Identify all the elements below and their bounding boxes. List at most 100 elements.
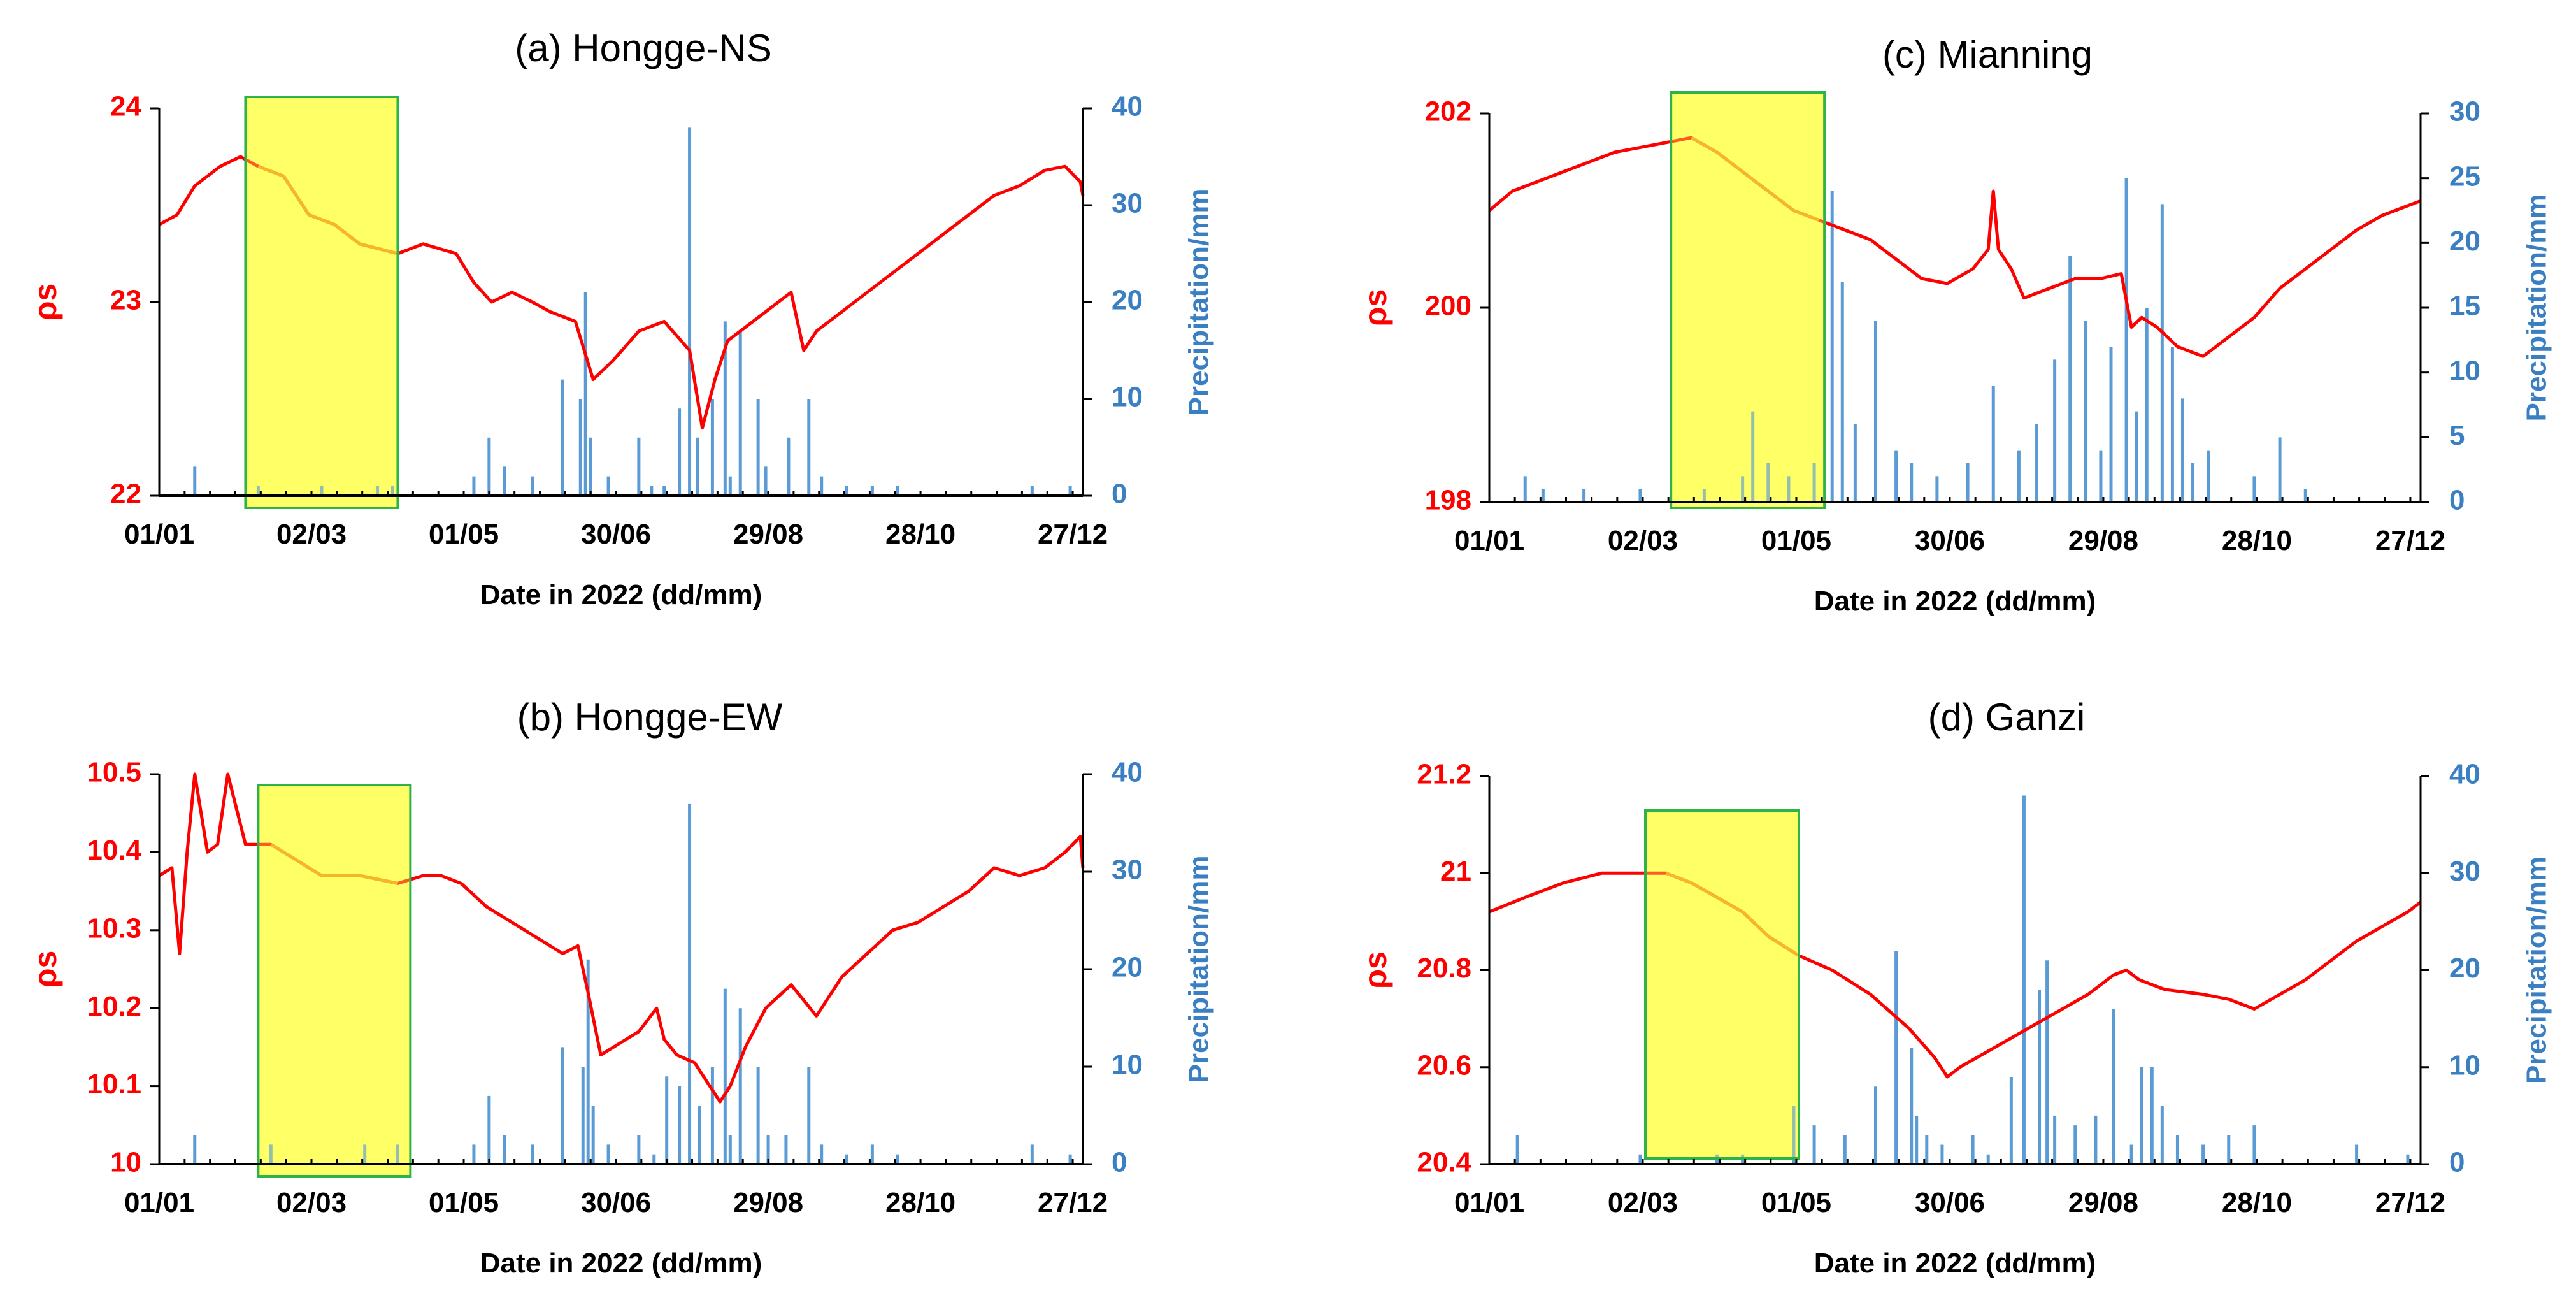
x-tick-label: 01/01 [124, 519, 194, 550]
right-y-tick-label: 40 [1112, 757, 1143, 788]
x-tick-label: 28/10 [885, 519, 955, 550]
left-y-tick-label: 10 [110, 1147, 141, 1178]
x-axis-label: Date in 2022 (dd/mm) [1814, 1248, 2096, 1279]
x-tick-label: 01/05 [429, 519, 499, 550]
highlight-region [258, 785, 411, 1176]
x-tick-label: 01/01 [1454, 525, 1524, 556]
left-y-tick-label: 21.2 [1417, 759, 1471, 790]
chart-panel-a: (a) Hongge-NS 01/01 02/03 01/05 30/06 29/08 28… [27, 27, 1214, 610]
x-tick-label: 28/10 [2222, 525, 2292, 556]
resistivity-line-highlighted [257, 164, 399, 256]
highlight-region [1645, 811, 1799, 1158]
x-tick-label: 28/10 [885, 1187, 955, 1218]
highlight-region [245, 97, 398, 508]
left-y-tick-label: 21 [1440, 856, 1471, 887]
highlight-box [244, 96, 399, 509]
right-y-tick-label: 15 [2449, 291, 2480, 322]
left-y-tick-label: 202 [1425, 96, 1471, 127]
right-y-tick-label: 30 [1112, 188, 1143, 219]
x-tick-label: 30/06 [581, 519, 651, 550]
left-y-tick-label: 200 [1425, 291, 1471, 322]
chart-panel-c: (c) Mianning 01/01 02/03 01/05 30/06 29/08 28/… [1357, 33, 2552, 617]
x-tick-label: 30/06 [1915, 1187, 1985, 1218]
left-y-tick-label: 24 [110, 91, 141, 122]
right-y-tick-label: 10 [1112, 382, 1143, 413]
right-y-tick-label: 30 [2449, 856, 2480, 887]
right-y-tick-label: 25 [2449, 161, 2480, 192]
right-y-tick-label: 10 [2449, 1049, 2480, 1081]
left-y-axis-label: ρs [27, 951, 63, 988]
resistivity-line [158, 772, 1085, 1104]
right-y-tick-label: 20 [2449, 953, 2480, 984]
left-y-tick-label: 10.1 [87, 1069, 141, 1100]
x-tick-label: 27/12 [1038, 519, 1108, 550]
right-y-axis-label: Precipitation/mm [1184, 189, 1215, 416]
left-y-tick-label: 20.4 [1417, 1147, 1471, 1178]
x-tick-label: 02/03 [1608, 525, 1678, 556]
left-y-tick-label: 10.5 [87, 757, 141, 788]
left-y-axis-label: ρs [27, 284, 63, 321]
chart-panel-d: (d) Ganzi 01/01 02/03 01/05 30/06 29/08 28/10 2… [1357, 696, 2552, 1279]
left-y-tick-label: 10.2 [87, 991, 141, 1022]
left-y-tick-label: 198 [1425, 485, 1471, 516]
precipitation-series [1523, 178, 2307, 502]
right-y-axis-label: Precipitation/mm [1184, 856, 1215, 1083]
right-y-tick-label: 20 [1112, 285, 1143, 316]
highlight-box [257, 784, 412, 1178]
x-tick-label: 29/08 [733, 519, 803, 550]
resistivity-line-highlighted [269, 843, 399, 885]
left-y-tick-label: 23 [110, 285, 141, 316]
left-y-tick-label: 20.6 [1417, 1049, 1471, 1081]
right-y-tick-label: 10 [1112, 1049, 1143, 1081]
x-tick-label: 27/12 [2375, 525, 2445, 556]
x-tick-label: 02/03 [1608, 1187, 1678, 1218]
chart-title: (d) Ganzi [1928, 696, 2086, 739]
right-y-axis-label: Precipitation/mm [2521, 856, 2552, 1084]
x-tick-label: 01/05 [1761, 1187, 1831, 1218]
x-tick-label: 28/10 [2222, 1187, 2292, 1218]
x-tick-label: 01/05 [1761, 525, 1831, 556]
precipitation-series [193, 127, 1072, 496]
x-tick-label: 02/03 [276, 519, 347, 550]
x-axis-label: Date in 2022 (dd/mm) [480, 579, 762, 610]
right-y-tick-label: 30 [1112, 854, 1143, 886]
left-y-axis-label: ρs [1357, 289, 1393, 327]
x-tick-label: 02/03 [276, 1187, 347, 1218]
right-y-tick-label: 20 [2449, 226, 2480, 257]
x-tick-label: 01/05 [429, 1187, 499, 1218]
x-tick-label: 27/12 [2375, 1187, 2445, 1218]
x-tick-label: 01/01 [124, 1187, 194, 1218]
x-tick-label: 29/08 [733, 1187, 803, 1218]
chart-title: (c) Mianning [1882, 33, 2093, 76]
x-tick-label: 29/08 [2068, 525, 2138, 556]
x-tick-label: 01/01 [1454, 1187, 1524, 1218]
right-y-axis-label: Precipitation/mm [2521, 194, 2552, 422]
highlight-region [1671, 92, 1825, 508]
right-y-tick-label: 5 [2449, 420, 2465, 451]
x-axis-label: Date in 2022 (dd/mm) [1814, 586, 2096, 617]
chart-panel-b: (b) Hongge-EW 01/01 02/03 01/05 30/06 29/08 28… [27, 696, 1214, 1279]
chart-title: (b) Hongge-EW [517, 696, 783, 739]
left-y-tick-label: 10.4 [87, 835, 141, 866]
highlight-box [1644, 809, 1800, 1160]
chart-title: (a) Hongge-NS [515, 27, 772, 69]
left-y-tick-label: 22 [110, 479, 141, 510]
x-tick-label: 30/06 [581, 1187, 651, 1218]
right-y-tick-label: 0 [2449, 485, 2465, 516]
right-y-tick-label: 40 [2449, 759, 2480, 790]
right-y-tick-label: 0 [1112, 1147, 1127, 1178]
resistivity-line [1488, 136, 2421, 358]
highlight-box [1670, 91, 1826, 509]
right-y-tick-label: 0 [2449, 1147, 2465, 1178]
resistivity-line-highlighted [1665, 871, 1800, 957]
right-y-tick-label: 20 [1112, 952, 1143, 983]
precipitation-series [1515, 795, 2410, 1164]
right-y-tick-label: 40 [1112, 91, 1143, 122]
x-tick-label: 30/06 [1915, 525, 1985, 556]
left-y-tick-label: 20.8 [1417, 953, 1471, 984]
left-y-tick-label: 10.3 [87, 912, 141, 944]
right-y-tick-label: 0 [1112, 479, 1127, 510]
x-axis-label: Date in 2022 (dd/mm) [480, 1248, 762, 1279]
x-tick-label: 27/12 [1038, 1187, 1108, 1218]
x-tick-label: 29/08 [2068, 1187, 2138, 1218]
